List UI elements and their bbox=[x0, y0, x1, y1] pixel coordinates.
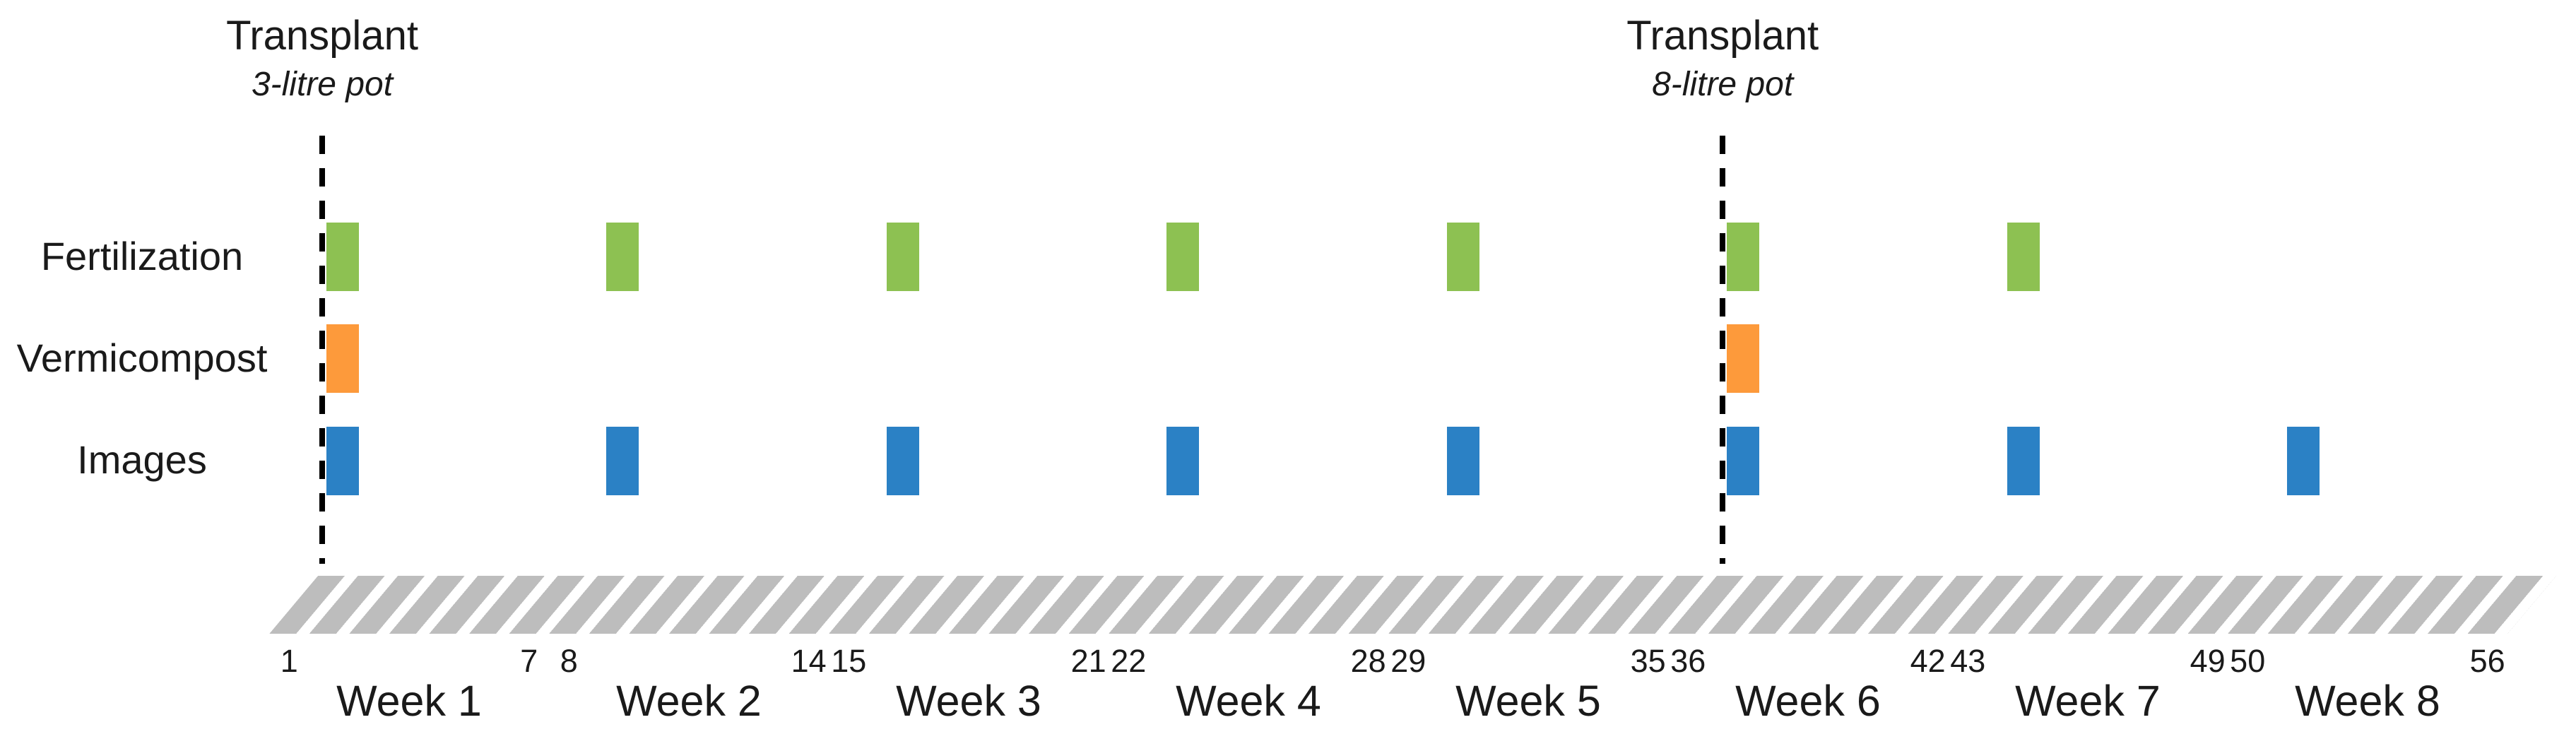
day-tick-35: 35 bbox=[1630, 643, 1666, 679]
fertilization-event-bar-week-5 bbox=[1446, 223, 1479, 291]
row-label-vermicompost: Vermicompost bbox=[16, 336, 268, 380]
images-event-bar-week-1 bbox=[326, 427, 359, 495]
fertilization-event-bar-week-3 bbox=[886, 223, 919, 291]
row-label-images: Images bbox=[77, 437, 207, 482]
transplant-subtitle-2: 8-litre pot bbox=[1652, 66, 1794, 103]
day-tick-7: 7 bbox=[520, 643, 538, 679]
day-tick-8: 8 bbox=[560, 643, 578, 679]
day-tick-36: 36 bbox=[1670, 643, 1706, 679]
fertilization-event-bar-week-7 bbox=[2007, 223, 2040, 291]
week-label-3: Week 3 bbox=[896, 677, 1041, 725]
day-tick-14: 14 bbox=[791, 643, 827, 679]
row-label-fertilization: Fertilization bbox=[40, 234, 244, 278]
transplant-title-1: Transplant bbox=[226, 13, 418, 59]
vermicompost-event-bar-week-6 bbox=[1727, 324, 1760, 393]
images-event-bar-week-7 bbox=[2007, 427, 2040, 495]
transplant-dashed-line-2 bbox=[1720, 136, 1726, 564]
transplant-dashed-line-1 bbox=[319, 136, 325, 564]
images-event-bar-week-3 bbox=[886, 427, 919, 495]
week-label-4: Week 4 bbox=[1176, 677, 1321, 725]
week-label-1: Week 1 bbox=[336, 677, 482, 725]
images-event-bar-week-6 bbox=[1727, 427, 1760, 495]
day-tick-28: 28 bbox=[1350, 643, 1386, 679]
day-tick-1: 1 bbox=[280, 643, 298, 679]
week-label-8: Week 8 bbox=[2295, 677, 2440, 725]
images-event-bar-week-4 bbox=[1166, 427, 1200, 495]
transplant-title-2: Transplant bbox=[1626, 13, 1819, 59]
day-tick-43: 43 bbox=[1950, 643, 1986, 679]
week-label-5: Week 5 bbox=[1455, 677, 1601, 725]
fertilization-event-bar-week-2 bbox=[606, 223, 639, 291]
day-tick-49: 49 bbox=[2190, 643, 2226, 679]
day-tick-56: 56 bbox=[2469, 643, 2505, 679]
images-event-bar-week-2 bbox=[606, 427, 639, 495]
images-event-bar-week-8 bbox=[2287, 427, 2320, 495]
week-label-2: Week 2 bbox=[616, 677, 762, 725]
day-tick-50: 50 bbox=[2230, 643, 2266, 679]
week-label-7: Week 7 bbox=[2015, 677, 2161, 725]
fertilization-event-bar-week-6 bbox=[1727, 223, 1760, 291]
week-label-6: Week 6 bbox=[1735, 677, 1881, 725]
day-tick-29: 29 bbox=[1390, 643, 1426, 679]
day-tick-42: 42 bbox=[1910, 643, 1946, 679]
transplant-subtitle-1: 3-litre pot bbox=[251, 66, 394, 103]
fertilization-event-bar-week-1 bbox=[326, 223, 359, 291]
day-tick-15: 15 bbox=[831, 643, 867, 679]
timeline-striped-bar bbox=[269, 576, 2556, 634]
day-tick-22: 22 bbox=[1111, 643, 1147, 679]
day-tick-21: 21 bbox=[1070, 643, 1106, 679]
vermicompost-event-bar-week-1 bbox=[326, 324, 359, 393]
fertilization-event-bar-week-4 bbox=[1166, 223, 1200, 291]
images-event-bar-week-5 bbox=[1446, 427, 1479, 495]
